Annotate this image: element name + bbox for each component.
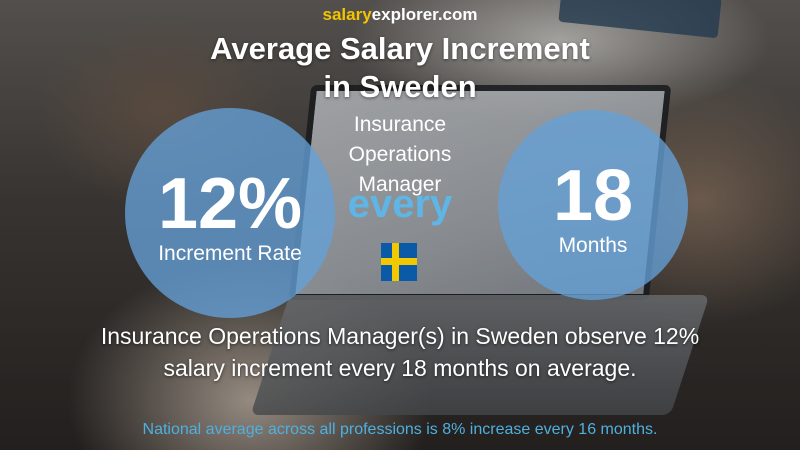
title-line2: in Sweden <box>323 69 477 104</box>
description-line1: Insurance Operations Manager(s) in Swede… <box>100 323 700 349</box>
description-line2: salary increment every 18 months on aver… <box>163 355 637 381</box>
brand-part2: explorer.com <box>371 5 478 24</box>
increment-rate-label: Increment Rate <box>158 242 302 265</box>
title-line1: Average Salary Increment <box>210 31 590 66</box>
sweden-flag-icon <box>381 243 417 281</box>
flag-horizontal-cross <box>381 258 417 265</box>
brand-part1: salary <box>322 5 372 24</box>
every-label: every <box>347 182 453 226</box>
brand-logo[interactable]: salaryexplorer.com <box>0 5 800 25</box>
flag-vertical-cross <box>392 243 399 281</box>
job-line2: Operations <box>348 143 452 166</box>
national-average-note: National average across all professions … <box>142 421 658 438</box>
period-circle: 18 Months <box>498 110 688 300</box>
period-value: 18 <box>552 156 634 236</box>
job-title: Insurance Operations Manager <box>300 110 500 200</box>
period-label: Months <box>558 234 628 257</box>
increment-rate-value: 12% <box>157 164 303 244</box>
job-line1: Insurance <box>353 113 447 136</box>
description-text: Insurance Operations Manager(s) in Swede… <box>20 320 780 384</box>
job-line3: Manager <box>358 173 442 196</box>
page-title: Average Salary Increment in Sweden <box>0 30 800 106</box>
increment-rate-circle: 12% Increment Rate <box>125 108 335 318</box>
